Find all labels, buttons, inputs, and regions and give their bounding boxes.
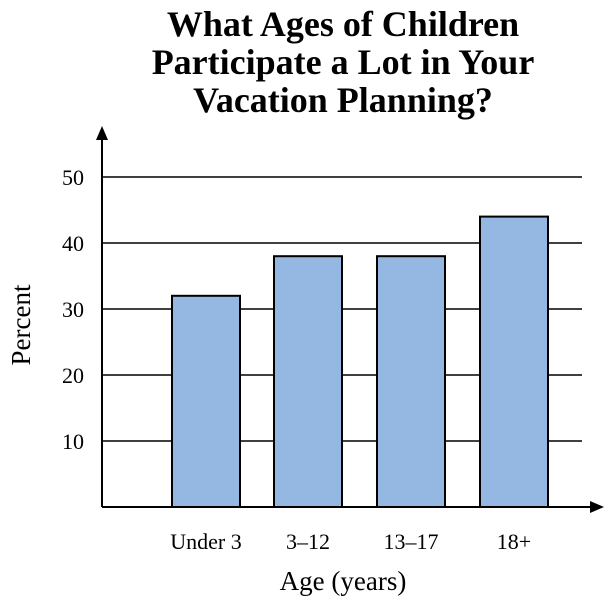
bar bbox=[171, 294, 241, 508]
bars bbox=[171, 215, 549, 509]
x-tick-label: 18+ bbox=[497, 529, 531, 554]
y-axis-arrow-icon bbox=[96, 126, 108, 140]
chart-title-line: Participate a Lot in Your bbox=[152, 42, 535, 82]
bar bbox=[376, 255, 446, 509]
y-tick-label: 40 bbox=[62, 231, 84, 256]
bar bbox=[479, 215, 549, 508]
chart-title-line: What Ages of Children bbox=[167, 4, 519, 44]
y-axis-label: Percent bbox=[6, 284, 36, 365]
y-tick-label: 30 bbox=[62, 297, 84, 322]
x-tick-label: Under 3 bbox=[170, 529, 241, 554]
x-tick-label: 3–12 bbox=[286, 529, 330, 554]
x-tick-labels: Under 3 3–12 13–17 18+ bbox=[170, 529, 531, 554]
x-axis-label: Age (years) bbox=[280, 566, 407, 596]
axes bbox=[96, 126, 604, 513]
x-axis-arrow-icon bbox=[590, 501, 604, 513]
chart-title-line: Vacation Planning? bbox=[193, 80, 493, 120]
y-tick-label: 20 bbox=[62, 363, 84, 388]
y-tick-label: 10 bbox=[62, 429, 84, 454]
y-tick-labels: 10 20 30 40 50 bbox=[62, 165, 84, 454]
x-tick-label: 13–17 bbox=[384, 529, 439, 554]
y-tick-label: 50 bbox=[62, 165, 84, 190]
bar bbox=[273, 255, 343, 509]
